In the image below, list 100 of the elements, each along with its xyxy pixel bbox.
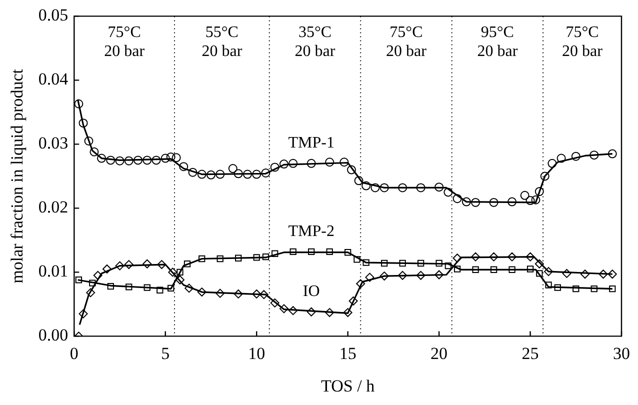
- series-label: TMP-1: [288, 134, 334, 152]
- point: [548, 158, 557, 168]
- point: [531, 195, 540, 204]
- point: [590, 286, 598, 292]
- point: [156, 286, 164, 294]
- point: [216, 170, 225, 179]
- point: [326, 248, 333, 256]
- point: [184, 284, 194, 293]
- point: [306, 307, 316, 316]
- point: [175, 275, 184, 284]
- point: [490, 266, 498, 273]
- point: [179, 162, 188, 172]
- y-axis-title: molar fraction in liquid product: [8, 68, 27, 284]
- point: [89, 280, 96, 286]
- point: [102, 264, 112, 274]
- point: [115, 156, 124, 166]
- point: [142, 156, 152, 165]
- point: [134, 156, 143, 165]
- point: [434, 182, 444, 192]
- point: [166, 152, 176, 162]
- point: [234, 169, 243, 178]
- point: [545, 282, 552, 288]
- point: [454, 266, 461, 272]
- point: [354, 256, 360, 263]
- point: [554, 284, 561, 291]
- point: [608, 149, 617, 158]
- point: [608, 270, 617, 279]
- point: [259, 290, 268, 300]
- point: [272, 250, 278, 257]
- point: [444, 188, 453, 197]
- point: [270, 162, 280, 172]
- point: [288, 306, 298, 316]
- point: [188, 168, 198, 177]
- x-tick-label: 15: [339, 344, 356, 363]
- point: [380, 260, 388, 267]
- point: [90, 147, 99, 156]
- point: [471, 198, 480, 207]
- series-label: TMP-2: [288, 222, 334, 240]
- point: [416, 270, 426, 280]
- point: [489, 252, 498, 262]
- point: [306, 158, 316, 168]
- point: [290, 248, 296, 256]
- x-tick-label: 30: [613, 344, 630, 363]
- point: [444, 262, 452, 270]
- point: [380, 272, 389, 281]
- point: [354, 176, 364, 186]
- point: [590, 150, 599, 160]
- point: [370, 183, 380, 192]
- point: [216, 288, 225, 298]
- y-tick-label: 0.01: [38, 262, 68, 281]
- point: [452, 194, 462, 204]
- point: [234, 289, 243, 298]
- point: [434, 270, 444, 280]
- point: [540, 172, 550, 181]
- annotation: 75°C 20 bar: [104, 24, 146, 60]
- y-tick-label: 0.03: [38, 134, 68, 153]
- point: [526, 252, 535, 262]
- point: [417, 260, 424, 267]
- point: [261, 168, 270, 178]
- point: [471, 252, 480, 262]
- point: [74, 99, 84, 108]
- x-tick-label: 10: [248, 344, 266, 363]
- x-tick-label: 0: [70, 344, 78, 363]
- y-tick-label: 0.05: [38, 6, 68, 25]
- point: [436, 260, 442, 267]
- point: [252, 289, 262, 298]
- y-tick-label: 0.04: [38, 70, 69, 89]
- point: [197, 170, 206, 179]
- point: [78, 118, 88, 128]
- annotation: 95°C 20 bar: [477, 24, 518, 60]
- point: [160, 154, 170, 163]
- point: [152, 156, 161, 165]
- point: [416, 183, 426, 192]
- x-tick-label: 20: [430, 344, 448, 363]
- series-label: IO: [302, 283, 320, 300]
- point: [252, 170, 262, 179]
- annotation: 35°C 20 bar: [294, 24, 336, 60]
- point: [93, 270, 102, 280]
- point: [126, 284, 132, 290]
- point: [270, 298, 280, 308]
- point: [571, 152, 580, 161]
- point: [536, 270, 543, 277]
- point: [262, 254, 270, 260]
- point: [572, 286, 580, 292]
- point: [343, 308, 352, 318]
- x-tick-label: 5: [161, 344, 170, 363]
- point: [228, 164, 238, 174]
- point: [168, 268, 178, 277]
- point: [78, 309, 88, 318]
- x-tick-label: 25: [522, 344, 539, 363]
- point: [216, 255, 224, 262]
- point: [508, 197, 517, 206]
- point: [75, 276, 82, 284]
- point: [288, 158, 298, 168]
- point: [380, 183, 389, 192]
- point: [124, 156, 134, 166]
- point: [106, 156, 116, 165]
- y-tick-label: 0.00: [38, 326, 68, 345]
- point: [398, 270, 408, 280]
- point: [544, 267, 554, 276]
